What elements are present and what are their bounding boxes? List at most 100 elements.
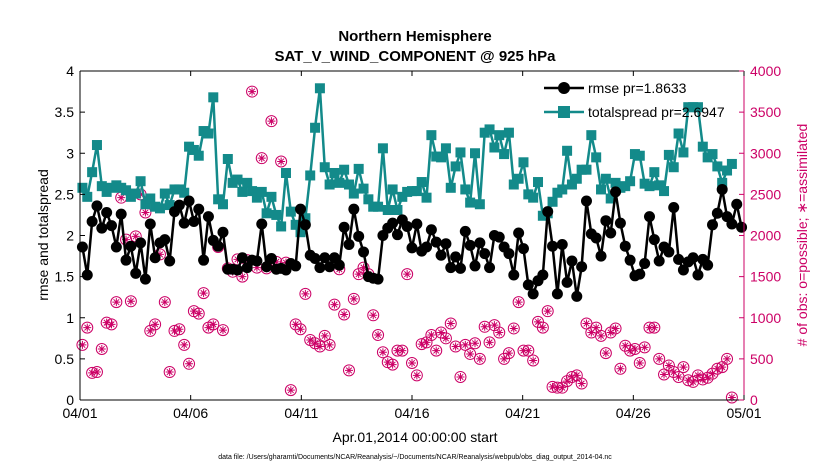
obs-assimilated-point xyxy=(500,354,509,363)
rmse-point xyxy=(435,249,447,261)
obs-possible-point xyxy=(706,367,719,380)
obs-possible-point xyxy=(638,341,651,354)
obs-possible-point xyxy=(493,326,506,339)
spread-point xyxy=(285,206,296,217)
obs-possible-point xyxy=(158,296,171,309)
spread-point xyxy=(295,227,306,238)
obs-assimilated-point xyxy=(107,320,116,329)
rmse-point xyxy=(479,248,491,260)
spread-point xyxy=(164,200,175,211)
spread-point xyxy=(503,127,514,138)
obs-assimilated-point xyxy=(151,320,160,329)
spread-point xyxy=(130,188,141,199)
spread-point xyxy=(91,140,102,151)
obs-possible-point xyxy=(406,356,418,369)
rmse-point xyxy=(193,203,205,215)
spread-point xyxy=(276,221,287,232)
rmse-point xyxy=(391,229,403,241)
spread-point xyxy=(300,213,311,224)
obs-assimilated-point xyxy=(572,371,581,380)
rmse-point xyxy=(198,254,210,266)
obs-assimilated-point xyxy=(126,297,135,306)
obs-assimilated-point xyxy=(616,364,625,373)
obs-assimilated-point xyxy=(635,358,644,367)
rmse-point xyxy=(353,230,365,242)
obs-possible-point xyxy=(439,332,452,345)
y-right-tick-label: 1500 xyxy=(750,269,781,285)
obs-assimilated-point xyxy=(495,328,504,337)
rmse-point xyxy=(202,211,214,223)
obs-possible-point xyxy=(662,359,675,372)
obs-possible-point xyxy=(444,317,457,330)
obs-possible-point xyxy=(469,337,482,350)
spread-point xyxy=(305,170,316,181)
obs-assimilated-point xyxy=(543,307,552,316)
obs-possible-point xyxy=(507,322,520,335)
obs-possible-point xyxy=(95,343,108,356)
rmse-point xyxy=(144,218,156,230)
obs-assimilated-point xyxy=(587,328,596,337)
obs-assimilated-point xyxy=(374,331,383,340)
spread-point xyxy=(135,176,146,187)
spread-point xyxy=(508,179,519,190)
obs-possible-point xyxy=(653,352,666,365)
obs-assimilated-point xyxy=(301,289,310,298)
obs-possible-point xyxy=(633,356,646,369)
rmse-point xyxy=(668,202,680,214)
rmse-point xyxy=(503,248,515,260)
obs-possible-point xyxy=(318,329,331,342)
obs-possible-point xyxy=(372,329,385,342)
spread-point xyxy=(474,199,485,210)
legend-rmse-label: rmse pr=1.8633 xyxy=(588,80,687,96)
obs-possible-point xyxy=(609,322,622,335)
spread-point xyxy=(271,209,282,220)
spread-point xyxy=(179,187,190,198)
obs-assimilated-point xyxy=(630,345,639,354)
spread-point xyxy=(450,161,461,172)
obs-assimilated-point xyxy=(83,323,92,332)
obs-possible-point xyxy=(696,373,709,386)
rmse-point xyxy=(677,264,689,276)
obs-assimilated-point xyxy=(306,335,315,344)
spread-point xyxy=(663,149,674,160)
legend: rmse pr=1.8633 totalspread pr=2.6947 xyxy=(544,80,725,120)
spread-point xyxy=(261,208,272,219)
x-tick-label: 04/21 xyxy=(505,405,540,421)
rmse-point xyxy=(91,200,103,212)
spread-point xyxy=(649,167,660,178)
rmse-point xyxy=(106,220,118,232)
y-left-tick-label: 0.5 xyxy=(55,351,75,367)
obs-assimilated-point xyxy=(456,372,465,381)
rmse-point xyxy=(459,225,471,237)
rmse-point xyxy=(537,269,549,281)
obs-assimilated-point xyxy=(252,263,261,272)
rmse-point xyxy=(188,216,200,228)
spread-point xyxy=(518,157,529,168)
rmse-point xyxy=(517,243,529,255)
obs-possible-point xyxy=(183,357,196,370)
rmse-point xyxy=(648,234,660,246)
spread-point xyxy=(382,205,393,216)
spread-point xyxy=(145,193,156,204)
obs-assimilated-point xyxy=(698,375,707,384)
spread-point xyxy=(203,128,214,139)
data-file-footer: data file: /Users/gharamti/Documents/NCA… xyxy=(218,454,612,461)
obs-assimilated-point xyxy=(660,370,669,379)
rmse-point xyxy=(319,252,331,264)
obs-possible-point xyxy=(149,318,162,331)
rmse-point xyxy=(595,250,607,262)
obs-assimilated-point xyxy=(170,326,179,335)
obs-assimilated-point xyxy=(272,257,281,266)
obs-assimilated-point xyxy=(286,386,295,395)
obs-assimilated-point xyxy=(160,298,169,307)
obs-assimilated-point xyxy=(417,340,426,349)
obs-possible-point xyxy=(275,155,288,168)
rmse-point xyxy=(81,269,93,281)
obs-possible-point xyxy=(711,362,724,375)
obs-assimilated-point xyxy=(369,311,378,320)
obs-assimilated-point xyxy=(553,383,562,392)
rmse-point xyxy=(610,186,622,198)
obs-assimilated-point xyxy=(88,368,97,377)
rmse-point xyxy=(96,222,108,234)
obs-possible-point xyxy=(401,268,414,281)
